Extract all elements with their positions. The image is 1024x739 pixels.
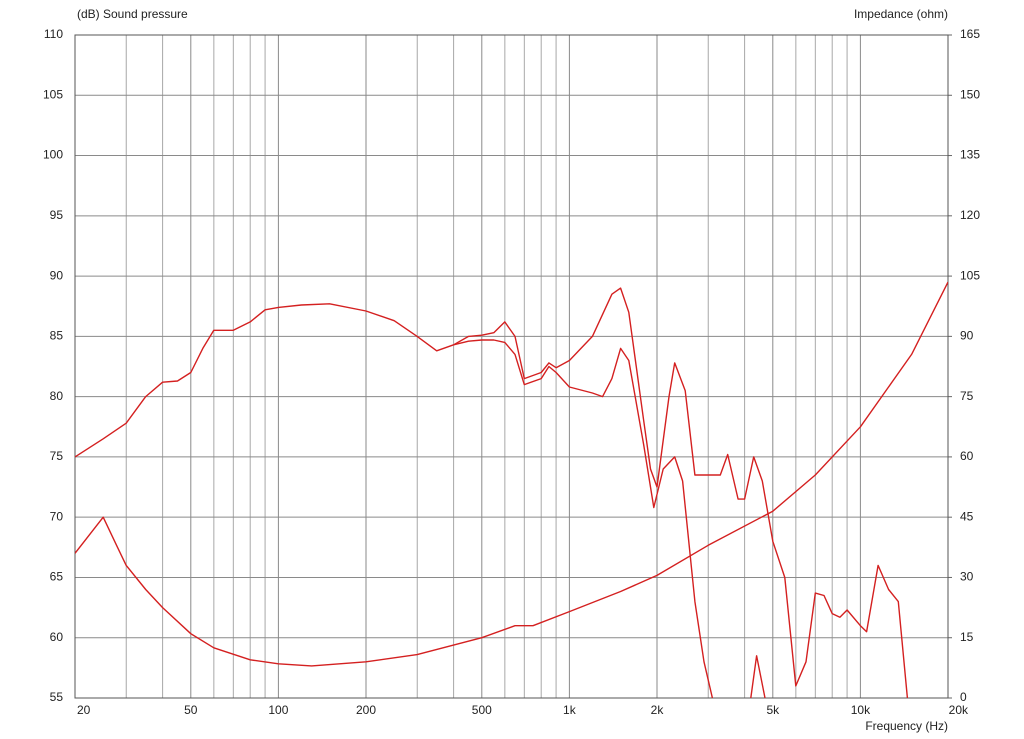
x-tick-label: 5k	[766, 703, 780, 717]
y2-tick-label: 15	[960, 630, 974, 644]
y-tick-label: 80	[50, 389, 64, 403]
x-tick-label: 200	[356, 703, 376, 717]
y2-tick-label: 45	[960, 509, 974, 523]
y2-tick-label: 0	[960, 690, 967, 704]
plot-frame	[74, 34, 949, 699]
y2-tick-label: 30	[960, 570, 974, 584]
y2-tick-label: 165	[960, 27, 980, 41]
x-tick-label: 1k	[563, 703, 577, 717]
x-tick-label: 20k	[949, 703, 969, 717]
curve	[75, 281, 948, 667]
x-tick-label: 50	[184, 703, 198, 717]
x-tick-label: 20	[77, 703, 91, 717]
curve	[75, 287, 909, 698]
plot-area	[75, 281, 948, 698]
y-tick-label: 75	[50, 449, 64, 463]
y2-tick-label: 135	[960, 148, 980, 162]
y2-tick-label: 60	[960, 449, 974, 463]
x-tick-label: 2k	[651, 703, 665, 717]
y-tick-label: 70	[50, 509, 64, 523]
y-tick-label: 90	[50, 268, 64, 282]
y-tick-label: 55	[50, 690, 64, 704]
x-tick-label: 500	[472, 703, 492, 717]
y-tick-label: 105	[43, 87, 63, 101]
y-axis-label: (dB) Sound pressure	[77, 7, 188, 21]
x-axis-label: Frequency (Hz)	[865, 719, 948, 733]
y-tick-label: 60	[50, 630, 64, 644]
x-tick-label: 100	[268, 703, 288, 717]
y-tick-label: 65	[50, 570, 64, 584]
y-tick-label: 85	[50, 329, 64, 343]
y-tick-label: 100	[43, 148, 63, 162]
y2-tick-label: 150	[960, 87, 980, 101]
y2-tick-label: 120	[960, 208, 980, 222]
y-tick-label: 95	[50, 208, 64, 222]
y2-tick-label: 90	[960, 329, 974, 343]
x-tick-label: 10k	[851, 703, 871, 717]
curve	[453, 339, 766, 698]
y2-tick-label: 75	[960, 389, 974, 403]
y2-axis-label: Impedance (ohm)	[854, 7, 948, 21]
y-tick-label: 110	[44, 27, 63, 41]
y2-tick-label: 105	[960, 268, 980, 282]
